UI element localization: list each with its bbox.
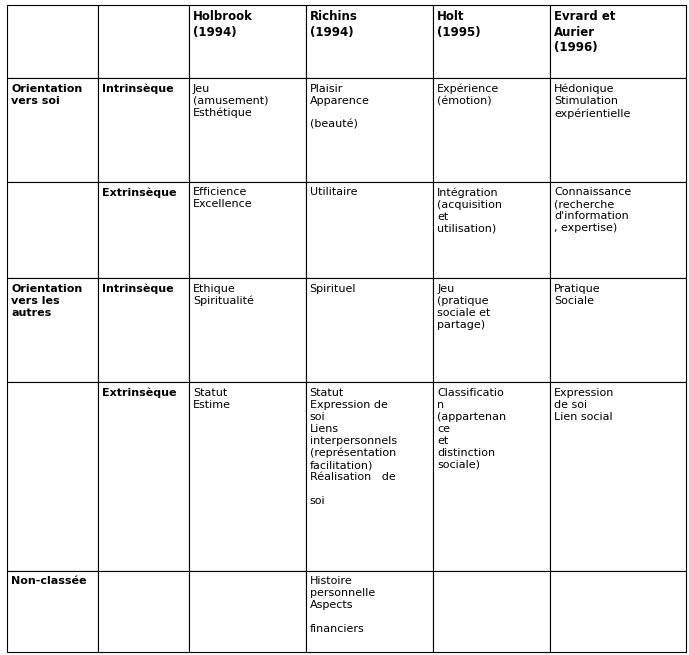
Text: Ethique
Spiritualité: Ethique Spiritualité bbox=[193, 284, 254, 307]
Bar bbox=[550, 79, 686, 182]
Bar bbox=[305, 571, 433, 652]
Bar bbox=[550, 571, 686, 652]
Text: Holt
(1995): Holt (1995) bbox=[438, 10, 481, 39]
Text: Jeu
(pratique
sociale et
partage): Jeu (pratique sociale et partage) bbox=[438, 284, 491, 329]
Bar bbox=[98, 383, 189, 571]
Text: Expérience
(émotion): Expérience (émotion) bbox=[438, 84, 500, 106]
Bar bbox=[550, 182, 686, 278]
Text: Evrard et
Aurier
(1996): Evrard et Aurier (1996) bbox=[554, 10, 615, 54]
Text: Orientation
vers les
autres: Orientation vers les autres bbox=[11, 284, 82, 318]
Text: Extrinsèque: Extrinsèque bbox=[102, 187, 176, 198]
Bar bbox=[550, 5, 686, 79]
Text: Utilitaire: Utilitaire bbox=[309, 187, 357, 198]
Text: Holbrook
(1994): Holbrook (1994) bbox=[193, 10, 253, 39]
Bar bbox=[7, 5, 98, 79]
Text: Orientation
vers soi: Orientation vers soi bbox=[11, 84, 82, 105]
Bar bbox=[433, 383, 550, 571]
Bar bbox=[7, 278, 98, 383]
Bar bbox=[305, 79, 433, 182]
Text: Jeu
(amusement)
Esthétique: Jeu (amusement) Esthétique bbox=[193, 84, 269, 118]
Bar bbox=[7, 182, 98, 278]
Bar bbox=[305, 182, 433, 278]
Text: Intrinsèque: Intrinsèque bbox=[102, 84, 174, 94]
Bar bbox=[98, 5, 189, 79]
Bar bbox=[305, 5, 433, 79]
Text: Statut
Estime: Statut Estime bbox=[193, 388, 231, 409]
Text: Plaisir
Apparence

(beauté): Plaisir Apparence (beauté) bbox=[309, 84, 369, 130]
Text: Richins
(1994): Richins (1994) bbox=[309, 10, 358, 39]
Bar bbox=[433, 278, 550, 383]
Bar bbox=[98, 571, 189, 652]
Text: Pratique
Sociale: Pratique Sociale bbox=[554, 284, 601, 306]
Bar bbox=[189, 571, 305, 652]
Bar bbox=[550, 278, 686, 383]
Bar bbox=[7, 383, 98, 571]
Bar bbox=[189, 5, 305, 79]
Bar bbox=[433, 571, 550, 652]
Text: Spirituel: Spirituel bbox=[309, 284, 356, 293]
Bar bbox=[189, 278, 305, 383]
Bar bbox=[189, 383, 305, 571]
Text: Intégration
(acquisition
et
utilisation): Intégration (acquisition et utilisation) bbox=[438, 187, 502, 234]
Text: Connaissance
(recherche
d'information
, expertise): Connaissance (recherche d'information , … bbox=[554, 187, 631, 233]
Bar bbox=[7, 79, 98, 182]
Bar bbox=[433, 5, 550, 79]
Text: Expression
de soi
Lien social: Expression de soi Lien social bbox=[554, 388, 615, 422]
Bar bbox=[189, 182, 305, 278]
Text: Intrinsèque: Intrinsèque bbox=[102, 284, 174, 294]
Text: Extrinsèque: Extrinsèque bbox=[102, 388, 176, 398]
Text: Histoire
personnelle
Aspects

financiers: Histoire personnelle Aspects financiers bbox=[309, 576, 375, 634]
Bar bbox=[305, 383, 433, 571]
Bar bbox=[189, 79, 305, 182]
Text: Efficience
Excellence: Efficience Excellence bbox=[193, 187, 253, 210]
Bar bbox=[433, 79, 550, 182]
Bar bbox=[305, 278, 433, 383]
Bar bbox=[98, 182, 189, 278]
Bar bbox=[98, 278, 189, 383]
Text: Classificatio
n
(appartenan
ce
et
distinction
sociale): Classificatio n (appartenan ce et distin… bbox=[438, 388, 506, 470]
Bar bbox=[98, 79, 189, 182]
Text: Statut
Expression de
soi
Liens
interpersonnels
(représentation
facilitation)
Réa: Statut Expression de soi Liens interpers… bbox=[309, 388, 397, 506]
Bar bbox=[550, 383, 686, 571]
Bar bbox=[7, 571, 98, 652]
Bar bbox=[433, 182, 550, 278]
Text: Non-classée: Non-classée bbox=[11, 576, 87, 586]
Text: Hédonique
Stimulation
expérientielle: Hédonique Stimulation expérientielle bbox=[554, 84, 630, 119]
